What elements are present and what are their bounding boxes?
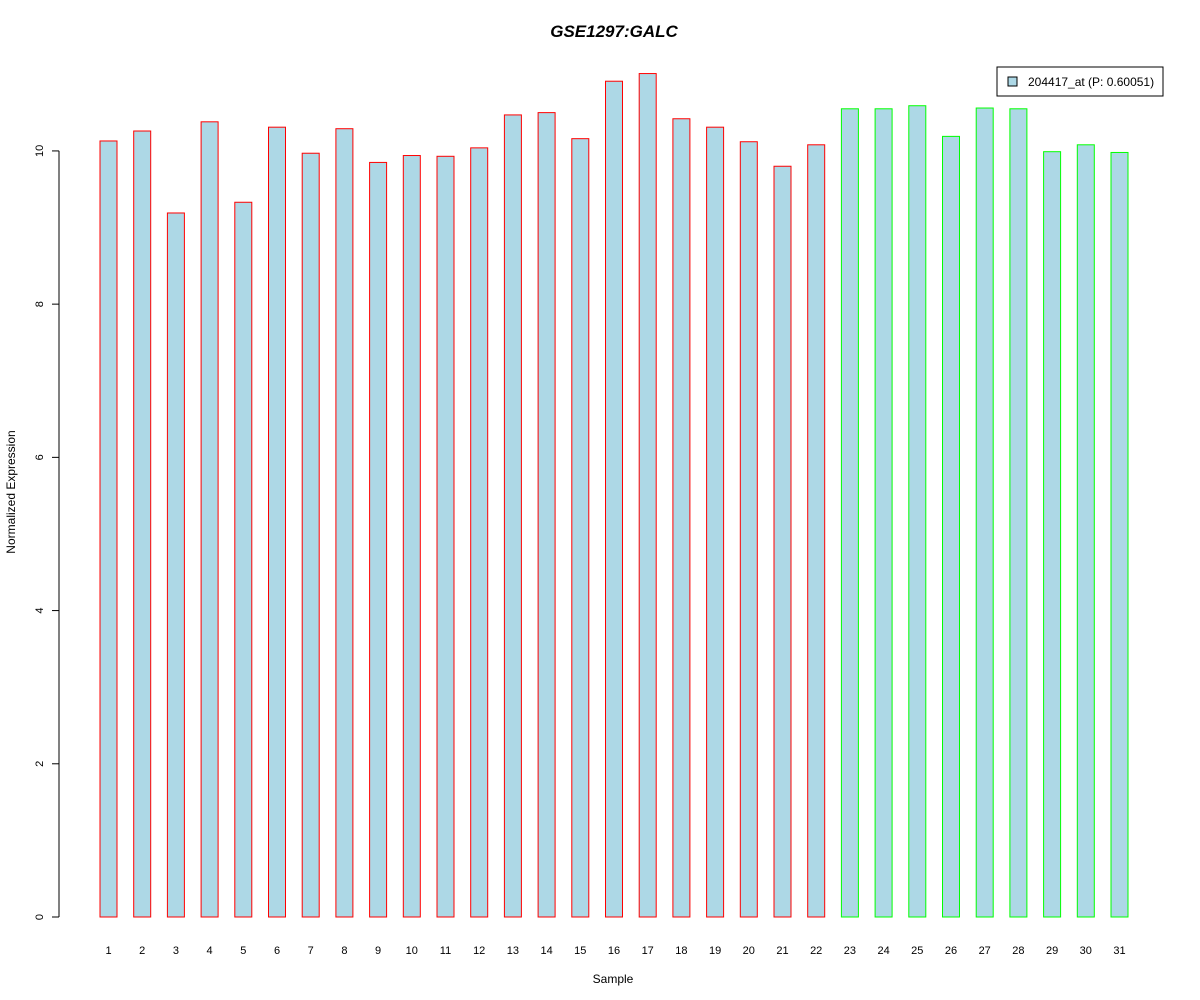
x-tick-label: 21	[776, 945, 788, 957]
legend-box	[996, 66, 1164, 97]
x-tick-label: 25	[911, 945, 923, 957]
bar	[908, 105, 927, 918]
x-tick-label: 31	[1113, 945, 1125, 957]
x-tick-label: 11	[440, 945, 451, 957]
x-tick-label: 14	[540, 945, 552, 957]
x-tick-label: 6	[274, 945, 280, 957]
bar	[537, 112, 556, 918]
x-tick-label: 16	[608, 945, 620, 957]
bar	[1009, 108, 1028, 918]
bar	[1043, 151, 1062, 918]
legend-label: 204417_at (P: 0.60051)	[1028, 75, 1154, 89]
y-tick-label: 8	[34, 301, 46, 307]
chart-title: GSE1297:GALC	[550, 22, 678, 41]
bar	[706, 126, 725, 918]
x-tick-label: 23	[844, 945, 856, 957]
y-axis: 0 2 4 6 8 10	[34, 145, 60, 920]
bar	[807, 144, 826, 918]
x-tick-label: 22	[810, 945, 822, 957]
x-tick-label: 2	[139, 945, 145, 957]
x-tick-label: 5	[240, 945, 246, 957]
x-tick-label: 15	[574, 945, 586, 957]
y-tick-label: 4	[34, 608, 46, 614]
y-tick-label: 10	[34, 145, 46, 157]
bar	[99, 140, 118, 918]
bar	[503, 114, 522, 918]
bar	[672, 118, 691, 918]
bars	[99, 73, 1129, 918]
bar	[605, 80, 623, 918]
bar	[234, 201, 253, 918]
x-tick-label: 28	[1012, 945, 1024, 957]
bar	[739, 141, 758, 918]
x-tick-label: 18	[675, 945, 687, 957]
bar	[369, 161, 388, 918]
x-tick-label: 19	[709, 945, 721, 957]
x-tick-label: 17	[642, 945, 654, 957]
bar	[200, 121, 219, 918]
bar	[975, 107, 994, 918]
x-tick-label: 27	[979, 945, 991, 957]
bar	[942, 135, 960, 918]
x-tick-label: 30	[1080, 945, 1092, 957]
x-tick-label: 10	[406, 945, 418, 957]
bar	[571, 138, 590, 918]
x-tick-label: 29	[1046, 945, 1058, 957]
x-tick-labels: 1 2 3 4 5 6 7 8 9 10 11 12 13 14 15 16 17 18 19 20 21 22 23 24 2…	[105, 945, 1125, 957]
x-tick-label: 26	[945, 945, 957, 957]
x-axis-label: Sample	[593, 972, 634, 986]
x-tick-label: 1	[105, 945, 111, 957]
y-axis-label: Normalized Expression	[4, 430, 18, 553]
bar	[436, 155, 455, 918]
bar	[268, 126, 286, 918]
bar	[874, 108, 893, 918]
legend-swatch	[1007, 76, 1018, 87]
bar	[773, 165, 792, 918]
x-tick-label: 20	[743, 945, 755, 957]
bar	[470, 147, 489, 918]
x-tick-label: 3	[173, 945, 179, 957]
bar	[301, 152, 320, 918]
y-tick-label: 6	[34, 454, 46, 460]
bar	[840, 108, 859, 918]
y-tick-label: 2	[34, 761, 46, 767]
x-tick-label: 8	[341, 945, 347, 957]
x-tick-label: 24	[877, 945, 889, 957]
bar	[133, 130, 152, 918]
bar	[335, 128, 354, 918]
bar	[638, 73, 657, 918]
bar	[166, 212, 185, 918]
x-tick-label: 4	[207, 945, 213, 957]
x-tick-label: 7	[308, 945, 314, 957]
bar	[402, 155, 421, 918]
bar	[1110, 151, 1129, 918]
x-tick-label: 12	[473, 945, 485, 957]
x-tick-label: 9	[375, 945, 381, 957]
x-tick-label: 13	[507, 945, 519, 957]
legend: 204417_at (P: 0.60051)	[996, 66, 1164, 97]
y-tick-label: 0	[34, 914, 46, 920]
bar	[1076, 144, 1095, 918]
